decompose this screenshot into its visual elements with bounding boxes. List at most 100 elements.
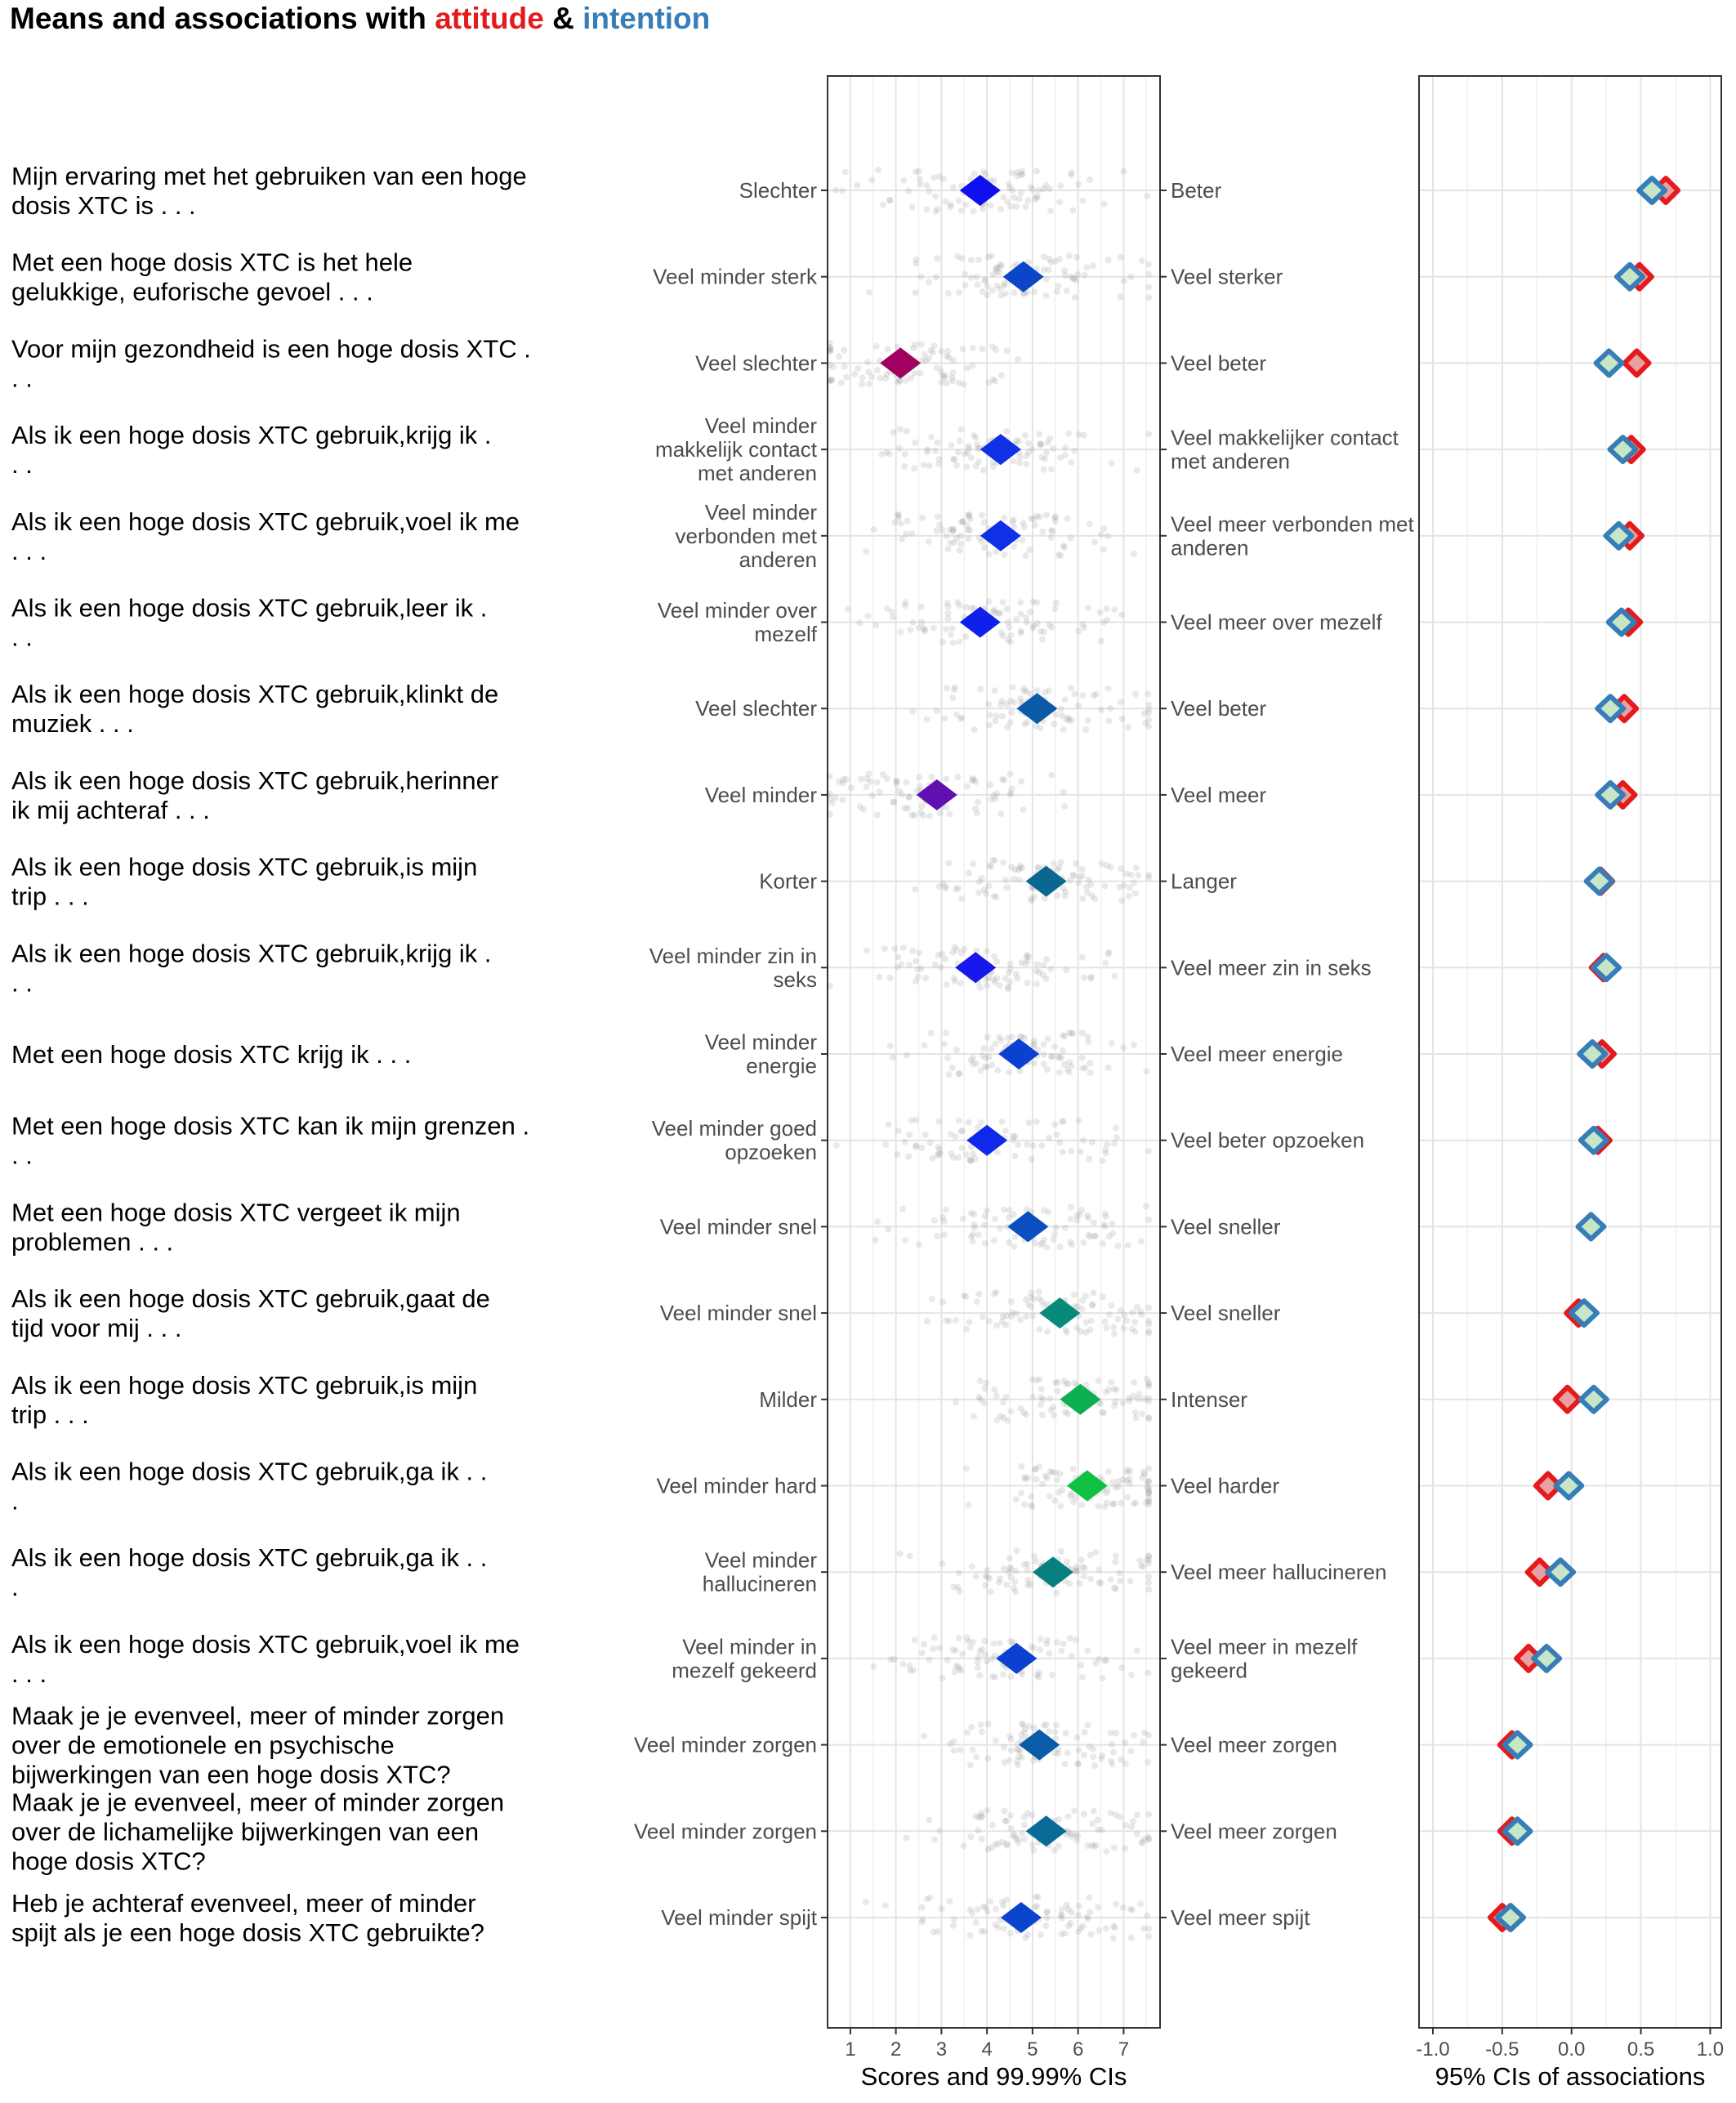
response-point <box>1124 1494 1131 1501</box>
response-point <box>993 548 1000 556</box>
response-point <box>1145 1490 1153 1497</box>
response-point <box>923 1895 930 1903</box>
response-point <box>1006 719 1014 726</box>
response-point <box>908 374 915 382</box>
right-anchor-label: Veel meer spijt <box>1171 1905 1310 1930</box>
response-point <box>943 775 950 783</box>
response-point <box>1038 1386 1045 1393</box>
response-point <box>1135 1395 1142 1403</box>
response-point <box>1109 1761 1116 1768</box>
response-point <box>975 798 982 806</box>
mean-diamond <box>880 347 922 379</box>
left-anchor-label: Veel minder hallucineren <box>703 1548 818 1596</box>
response-point <box>992 1905 999 1913</box>
response-point <box>1135 872 1142 879</box>
response-point <box>1073 1217 1081 1224</box>
item-label: Als ik een hoge dosis XTC gebruik,klinkt… <box>11 680 498 738</box>
response-point <box>1082 726 1089 733</box>
x-tick-label: -0.5 <box>1485 2038 1519 2061</box>
response-point <box>1145 1329 1153 1337</box>
response-point <box>1023 1206 1030 1213</box>
response-point <box>984 1207 991 1214</box>
response-point <box>1102 1656 1109 1663</box>
response-point <box>944 603 952 610</box>
response-point <box>978 1813 985 1820</box>
response-point <box>947 1131 954 1138</box>
response-point <box>1065 1029 1073 1037</box>
response-point <box>984 982 991 989</box>
response-point <box>930 342 938 350</box>
response-point <box>1040 1041 1047 1048</box>
response-point <box>1058 1906 1065 1913</box>
response-point <box>971 726 978 733</box>
response-point <box>950 1738 957 1745</box>
response-point <box>1011 1243 1018 1250</box>
response-point <box>979 346 986 352</box>
mean-diamond <box>1060 1383 1101 1415</box>
response-point <box>913 256 920 263</box>
response-point <box>1019 1671 1026 1678</box>
response-point <box>1081 1729 1088 1736</box>
response-point <box>1059 712 1065 720</box>
response-point <box>1062 888 1069 895</box>
response-point <box>1112 1124 1119 1132</box>
response-point <box>1110 1844 1118 1851</box>
response-point <box>1038 453 1046 461</box>
response-point <box>1140 1469 1147 1476</box>
response-point <box>966 869 972 877</box>
intention-ci-diamond <box>1553 1471 1585 1501</box>
response-point <box>889 1054 896 1061</box>
response-point <box>1079 692 1087 699</box>
response-point <box>1053 1589 1060 1596</box>
response-point <box>914 973 922 980</box>
response-point <box>970 860 977 868</box>
response-point <box>1065 430 1073 437</box>
response-point <box>956 1634 962 1641</box>
response-point <box>1047 1467 1054 1475</box>
response-point <box>939 372 946 379</box>
response-point <box>903 1834 910 1842</box>
response-point <box>1145 1395 1152 1402</box>
response-point <box>1058 1647 1065 1654</box>
response-point <box>997 262 1005 270</box>
response-point <box>1084 889 1091 896</box>
response-point <box>967 274 975 281</box>
response-point <box>928 434 935 440</box>
response-point <box>1117 699 1124 706</box>
response-point <box>1036 1376 1043 1383</box>
response-point <box>1112 1585 1119 1592</box>
response-point <box>1011 875 1018 882</box>
response-point <box>1035 1669 1042 1677</box>
response-point <box>980 168 988 176</box>
response-point <box>839 187 846 194</box>
response-point <box>1144 192 1151 199</box>
response-point <box>1079 1065 1087 1072</box>
response-point <box>985 253 992 261</box>
response-point <box>1079 621 1087 628</box>
response-point <box>1024 688 1031 695</box>
item-label: Als ik een hoge dosis XTC gebruik,ga ik … <box>11 1458 487 1516</box>
response-point <box>1026 546 1033 553</box>
response-point <box>1033 167 1040 175</box>
response-point <box>1145 1414 1153 1422</box>
response-point <box>923 716 930 723</box>
response-point <box>1073 1324 1081 1332</box>
response-point <box>967 1158 975 1165</box>
response-point <box>987 863 994 870</box>
response-point <box>1065 1828 1072 1836</box>
item-label: Met een hoge dosis XTC krijg ik . . . <box>11 1040 411 1069</box>
response-point <box>933 708 940 714</box>
response-point <box>962 282 969 289</box>
response-point <box>966 1644 974 1651</box>
response-point <box>993 975 1001 982</box>
response-point <box>1068 458 1075 466</box>
intention-ci-diamond <box>1607 435 1639 465</box>
response-point <box>1130 1818 1137 1825</box>
response-point <box>1010 1136 1017 1144</box>
response-point <box>1091 1762 1099 1770</box>
right-anchor-label: Veel meer hallucineren <box>1171 1560 1387 1584</box>
response-point <box>1090 1745 1097 1752</box>
response-point <box>1142 720 1149 726</box>
response-point <box>918 618 925 626</box>
response-point <box>917 369 924 377</box>
